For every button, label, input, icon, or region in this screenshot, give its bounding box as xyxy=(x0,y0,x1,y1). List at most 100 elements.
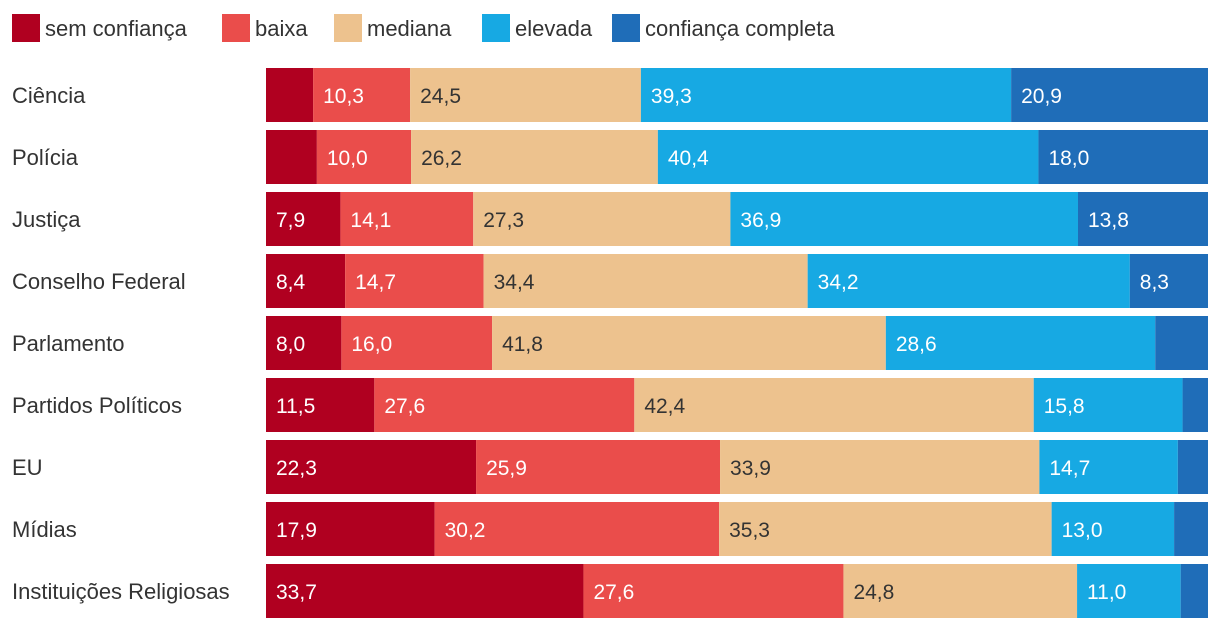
bar-segment-midias-sem-confianca xyxy=(266,502,435,556)
bar-segment-eu-sem-confianca xyxy=(266,440,477,494)
data-label-midias-sem-confianca: 17,9 xyxy=(276,519,317,542)
legend-label-confianca-completa: confiança completa xyxy=(645,16,835,41)
data-label-instituicoes-religiosas-mediana: 24,8 xyxy=(853,581,894,604)
bar-segment-eu-confianca-completa xyxy=(1177,440,1208,494)
data-label-conselho-federal-elevada: 34,2 xyxy=(818,271,859,294)
bar-segment-instituicoes-religiosas-sem-confianca xyxy=(266,564,584,618)
bar-segment-partidos-politicos-elevada xyxy=(1033,378,1183,432)
bar-segment-ciencia-elevada xyxy=(640,68,1012,122)
bar-segment-justica-elevada xyxy=(730,192,1079,246)
bar-segment-policia-mediana xyxy=(411,130,658,184)
category-label-eu: EU xyxy=(12,455,43,480)
legend-label-mediana: mediana xyxy=(367,16,452,41)
bar-segment-parlamento-confianca-completa xyxy=(1155,316,1208,370)
legend-swatch-elevada xyxy=(482,14,510,42)
data-label-parlamento-baixa: 16,0 xyxy=(351,333,392,356)
bar-segment-midias-baixa xyxy=(434,502,720,556)
data-label-partidos-politicos-mediana: 42,4 xyxy=(644,395,685,418)
legend: sem confiança baixa mediana elevada confianç… xyxy=(12,14,835,42)
bar-segment-conselho-federal-baixa xyxy=(345,254,484,308)
data-label-midias-baixa: 30,2 xyxy=(445,519,486,542)
data-label-conselho-federal-confianca-completa: 8,3 xyxy=(1140,271,1169,294)
bars: 10,3 24,5 39,3 20,9 10,0 26,2 40,4 18,0 7,9 14,1 2… xyxy=(266,68,1208,618)
data-label-justica-confianca-completa: 13,8 xyxy=(1088,209,1129,232)
category-label-policia: Polícia xyxy=(12,145,79,170)
bar-segment-parlamento-elevada xyxy=(885,316,1156,370)
data-label-justica-elevada: 36,9 xyxy=(740,209,781,232)
data-label-policia-mediana: 26,2 xyxy=(421,147,462,170)
legend-label-baixa: baixa xyxy=(255,16,308,41)
category-label-ciencia: Ciência xyxy=(12,83,86,108)
data-label-instituicoes-religiosas-baixa: 27,6 xyxy=(593,581,634,604)
data-label-ciencia-elevada: 39,3 xyxy=(651,85,692,108)
bar-segment-midias-elevada xyxy=(1051,502,1175,556)
bar-segment-partidos-politicos-confianca-completa xyxy=(1182,378,1208,432)
bar-segment-policia-elevada xyxy=(657,130,1039,184)
bar-segment-eu-elevada xyxy=(1039,440,1178,494)
bar-segment-midias-mediana xyxy=(719,502,1052,556)
bar-segment-instituicoes-religiosas-confianca-completa xyxy=(1180,564,1208,618)
data-label-ciencia-baixa: 10,3 xyxy=(323,85,364,108)
category-labels: Ciência Polícia Justiça Conselho Federal Par… xyxy=(12,83,230,604)
legend-label-elevada: elevada xyxy=(515,16,593,41)
data-label-parlamento-elevada: 28,6 xyxy=(896,333,937,356)
bar-segment-conselho-federal-mediana xyxy=(483,254,808,308)
bar-segment-ciencia-sem-confianca xyxy=(266,68,314,122)
bar-segment-instituicoes-religiosas-mediana xyxy=(843,564,1078,618)
data-label-parlamento-sem-confianca: 8,0 xyxy=(276,333,305,356)
data-label-justica-mediana: 27,3 xyxy=(483,209,524,232)
legend-swatch-confianca-completa xyxy=(612,14,640,42)
bar-segment-ciencia-baixa xyxy=(313,68,411,122)
category-label-partidos-politicos: Partidos Políticos xyxy=(12,393,182,418)
data-label-parlamento-mediana: 41,8 xyxy=(502,333,543,356)
legend-label-sem-confianca: sem confiança xyxy=(45,16,188,41)
legend-swatch-mediana xyxy=(334,14,362,42)
data-label-conselho-federal-mediana: 34,4 xyxy=(494,271,535,294)
bar-segment-justica-confianca-completa xyxy=(1078,192,1208,246)
bar-segment-justica-mediana xyxy=(473,192,731,246)
bar-segment-instituicoes-religiosas-elevada xyxy=(1077,564,1181,618)
category-label-justica: Justiça xyxy=(12,207,81,232)
data-label-partidos-politicos-elevada: 15,8 xyxy=(1044,395,1085,418)
data-label-instituicoes-religiosas-elevada: 11,0 xyxy=(1087,581,1126,604)
category-label-parlamento: Parlamento xyxy=(12,331,125,356)
bar-segment-midias-confianca-completa xyxy=(1174,502,1208,556)
bar-segment-parlamento-mediana xyxy=(492,316,886,370)
bar-segment-conselho-federal-confianca-completa xyxy=(1129,254,1208,308)
category-label-conselho-federal: Conselho Federal xyxy=(12,269,186,294)
legend-swatch-baixa xyxy=(222,14,250,42)
bar-segment-eu-baixa xyxy=(476,440,721,494)
data-label-instituicoes-religiosas-sem-confianca: 33,7 xyxy=(276,581,317,604)
legend-swatch-sem-confianca xyxy=(12,14,40,42)
bar-segment-conselho-federal-elevada xyxy=(807,254,1130,308)
bar-segment-partidos-politicos-baixa xyxy=(374,378,635,432)
data-label-conselho-federal-sem-confianca: 8,4 xyxy=(276,271,306,294)
bar-segment-partidos-politicos-sem-confianca xyxy=(266,378,375,432)
data-label-partidos-politicos-baixa: 27,6 xyxy=(384,395,425,418)
bar-segment-parlamento-baixa xyxy=(341,316,493,370)
bar-segment-policia-sem-confianca xyxy=(266,130,317,184)
data-label-partidos-politicos-sem-confianca: 11,5 xyxy=(276,395,315,418)
bar-segment-justica-baixa xyxy=(340,192,474,246)
data-label-midias-mediana: 35,3 xyxy=(729,519,770,542)
data-label-eu-baixa: 25,9 xyxy=(486,457,527,480)
data-label-justica-baixa: 14,1 xyxy=(350,209,391,232)
bar-segment-ciencia-confianca-completa xyxy=(1011,68,1208,122)
data-label-policia-confianca-completa: 18,0 xyxy=(1048,147,1089,170)
data-label-ciencia-mediana: 24,5 xyxy=(420,85,461,108)
data-label-eu-mediana: 33,9 xyxy=(730,457,771,480)
data-label-conselho-federal-baixa: 14,7 xyxy=(355,271,396,294)
data-label-policia-baixa: 10,0 xyxy=(327,147,368,170)
bar-segment-conselho-federal-sem-confianca xyxy=(266,254,346,308)
bar-segment-parlamento-sem-confianca xyxy=(266,316,342,370)
bar-segment-policia-baixa xyxy=(316,130,412,184)
bar-segment-policia-confianca-completa xyxy=(1038,130,1208,184)
data-label-policia-elevada: 40,4 xyxy=(668,147,709,170)
bar-segment-partidos-politicos-mediana xyxy=(634,378,1034,432)
data-label-eu-sem-confianca: 22,3 xyxy=(276,457,317,480)
data-label-eu-elevada: 14,7 xyxy=(1049,457,1090,480)
bar-segment-justica-sem-confianca xyxy=(266,192,341,246)
data-label-ciencia-confianca-completa: 20,9 xyxy=(1021,85,1062,108)
category-label-instituicoes-religiosas: Instituições Religiosas xyxy=(12,579,230,604)
